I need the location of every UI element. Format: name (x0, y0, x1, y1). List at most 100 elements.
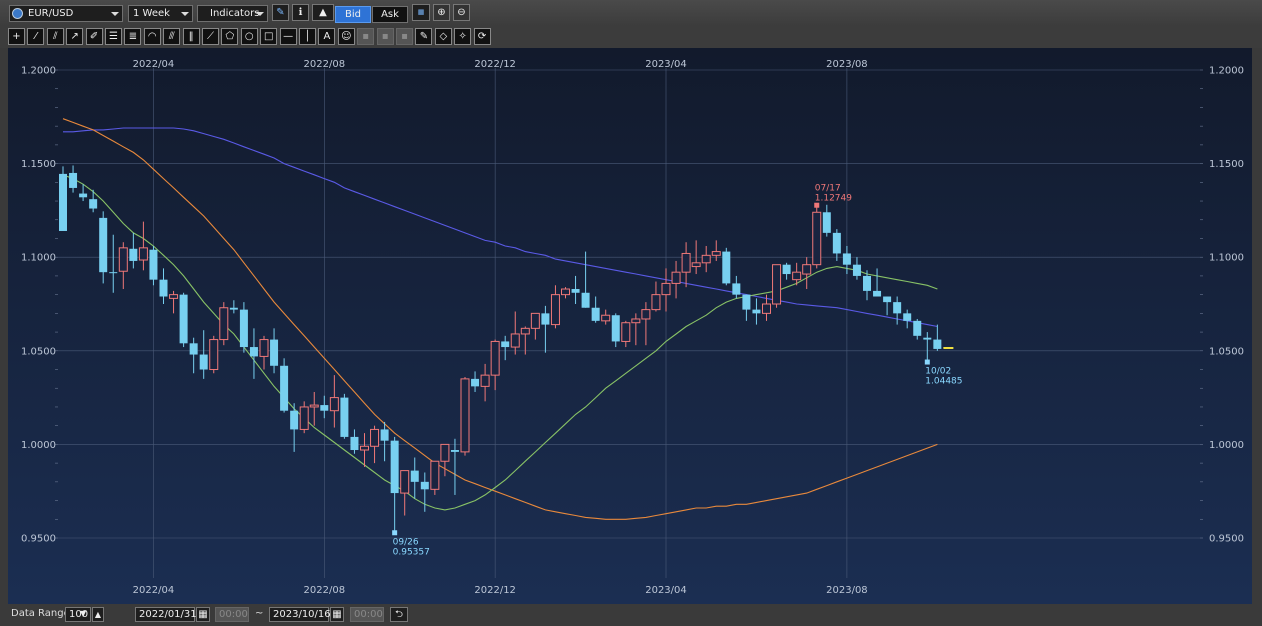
high-annotation-value: 1.12749 (815, 194, 852, 204)
candle (722, 247, 731, 286)
fibonacci-arc-tool-icon[interactable]: ◠ (143, 28, 161, 45)
candle-body (99, 217, 108, 273)
pencil-tool-icon[interactable]: ✎ (415, 28, 433, 45)
candle (69, 165, 78, 193)
rectangle-tool-icon[interactable]: □ (260, 28, 278, 45)
candle-body (229, 307, 238, 310)
return-icon[interactable]: ⮌ (390, 607, 408, 622)
fan-tool-icon[interactable]: ⟋ (202, 28, 219, 45)
end-date-field[interactable]: 2023/10/16 (269, 607, 331, 622)
candle-body (520, 327, 530, 335)
candle-body (118, 247, 128, 272)
count-field[interactable]: 100 (65, 607, 91, 622)
x-tick-label-bottom: 2022/04 (133, 585, 175, 596)
screenshot-icon[interactable]: ▦ (412, 4, 430, 21)
candle (320, 395, 329, 419)
pentagon-tool-icon[interactable]: ⬠ (221, 28, 239, 45)
indicators-menu[interactable]: Indicators (197, 5, 268, 22)
candle-body (69, 172, 78, 188)
candle-body (732, 283, 741, 295)
candle (299, 401, 309, 434)
symbol-selector[interactable]: EUR/USD (9, 5, 123, 22)
candle-body (822, 212, 831, 233)
candle (390, 436, 399, 532)
text-tool-icon[interactable]: A (318, 28, 336, 45)
candle-body (903, 313, 912, 321)
candle-body (501, 341, 510, 348)
candle (169, 290, 179, 314)
drawing-toolbar: + ⁄ ⫽ ↗ ✐ ☰ ≣ ◠ ⫻ ‖ ⟋ ⬠ ○ □ — │ A ☺ ▪ ▪ ▪ ✎ ◇ ✧ ⟳ (0, 26, 1262, 48)
candle (711, 240, 721, 261)
candle (742, 294, 751, 321)
fibonacci-timezone-tool-icon[interactable]: ⫻ (163, 28, 181, 45)
info-icon[interactable]: ℹ (292, 4, 309, 21)
candle-body (762, 303, 771, 314)
symbol-label: EUR/USD (28, 8, 74, 19)
calendar-icon[interactable]: ▦ (330, 607, 344, 622)
range-separator: ~ (255, 608, 264, 619)
candle-body (631, 318, 641, 324)
properties-tool-icon[interactable]: ✧ (454, 28, 472, 45)
candle-body (863, 275, 871, 291)
chart-area[interactable]: 1.2000 1.2000 1.1500 1.1500 1.1000 1.1000 1.05… (8, 48, 1252, 604)
candle (118, 242, 128, 290)
low-annotation-value: 0.95357 (393, 547, 430, 557)
circle-tool-icon[interactable]: ○ (240, 28, 258, 45)
candle (752, 298, 761, 325)
vertical-line-tool-icon[interactable]: │ (299, 28, 316, 45)
candle-body (350, 436, 359, 451)
ask-button[interactable]: Ask (372, 6, 408, 23)
status-bar: Data Range: 100 ▼ ▲ 2022/01/31 ▦ 00:00 ~… (0, 604, 1262, 626)
magnet-tool-icon[interactable]: ⟳ (473, 28, 491, 45)
trendline-tool-icon[interactable]: ⁄ (27, 28, 45, 45)
candle (340, 393, 349, 439)
x-tick-label-bottom: 2023/08 (826, 585, 868, 596)
candle (440, 443, 450, 477)
candle-body (480, 374, 490, 387)
ruler-tool-icon[interactable]: ✐ (85, 28, 103, 45)
candle (591, 296, 600, 323)
icon-tool-icon[interactable]: ☺ (337, 28, 355, 45)
candle-body (852, 264, 861, 276)
period-selector[interactable]: 1 Week (128, 5, 193, 22)
candle (701, 245, 711, 273)
area-chart-icon[interactable]: ▲ (312, 4, 334, 21)
candle-body (138, 247, 148, 261)
bid-button[interactable]: Bid (335, 6, 371, 23)
horizontal-lines-tool-icon[interactable]: ☰ (105, 28, 122, 45)
candle (420, 472, 429, 512)
parallel-lines-tool-icon[interactable]: ⫽ (46, 28, 64, 45)
candle-body (772, 264, 782, 305)
candle-body (913, 320, 922, 336)
candle-body (541, 313, 550, 325)
y-tick-label-left: 0.9500 (21, 534, 56, 545)
y-tick-label-left: 1.0500 (21, 346, 56, 357)
candle-body (410, 470, 419, 482)
pen-icon[interactable]: ✎ (272, 4, 289, 21)
candle-body (490, 340, 500, 376)
candle-body (722, 251, 731, 284)
candle-body (79, 193, 88, 198)
candle-body (440, 443, 450, 462)
candle (571, 275, 580, 304)
arrow-up-icon[interactable]: ▲ (92, 607, 104, 622)
candle (550, 285, 560, 329)
zoom-out-icon[interactable]: ⊖ (453, 4, 470, 21)
candle (772, 264, 782, 308)
vertical-lines-tool-icon[interactable]: ‖ (182, 28, 200, 45)
eraser-tool-icon[interactable]: ◇ (434, 28, 452, 45)
candle (410, 457, 419, 499)
horizontal-line-tool-icon[interactable]: — (279, 28, 297, 45)
zoom-in-icon[interactable]: ⊕ (433, 4, 450, 21)
calendar-icon[interactable]: ▦ (196, 607, 210, 622)
count-dropdown-icon[interactable]: ▼ (80, 609, 87, 618)
start-date-field[interactable]: 2022/01/31 (135, 607, 197, 622)
crosshair-tool-icon[interactable]: + (8, 28, 25, 45)
candle-body (691, 262, 701, 268)
candle (350, 429, 359, 454)
y-tick-label-left: 1.1500 (21, 159, 56, 170)
candle-body (390, 440, 399, 494)
fibonacci-retracement-tool-icon[interactable]: ≣ (124, 28, 142, 45)
ray-tool-icon[interactable]: ↗ (66, 28, 84, 45)
price-chart[interactable]: 1.2000 1.2000 1.1500 1.1500 1.1000 1.1000 1.05… (8, 48, 1252, 604)
